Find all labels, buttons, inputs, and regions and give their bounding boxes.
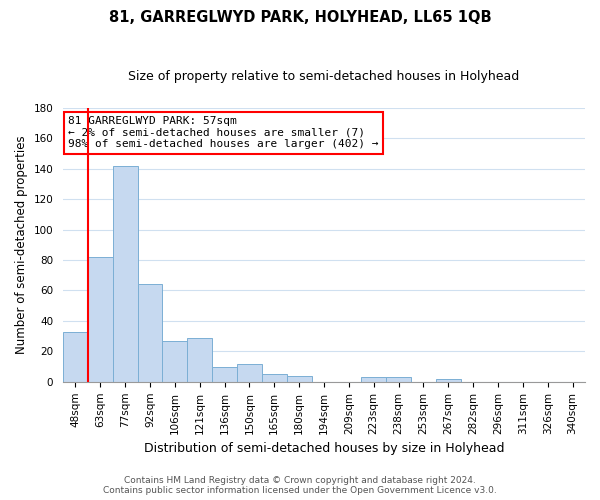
Bar [436,379,461,382]
X-axis label: Distribution of semi-detached houses by size in Holyhead: Distribution of semi-detached houses by … [144,442,504,455]
Bar [361,378,386,382]
Bar [163,340,187,382]
Bar [212,366,237,382]
Title: Size of property relative to semi-detached houses in Holyhead: Size of property relative to semi-detach… [128,70,520,83]
Text: 81 GARREGLWYD PARK: 57sqm
← 2% of semi-detached houses are smaller (7)
98% of se: 81 GARREGLWYD PARK: 57sqm ← 2% of semi-d… [68,116,379,149]
Y-axis label: Number of semi-detached properties: Number of semi-detached properties [15,136,28,354]
Bar [113,166,137,382]
Text: 81, GARREGLWYD PARK, HOLYHEAD, LL65 1QB: 81, GARREGLWYD PARK, HOLYHEAD, LL65 1QB [109,10,491,25]
Text: Contains HM Land Registry data © Crown copyright and database right 2024.
Contai: Contains HM Land Registry data © Crown c… [103,476,497,495]
Bar [287,376,311,382]
Bar [137,284,163,382]
Bar [386,378,411,382]
Bar [63,332,88,382]
Bar [262,374,287,382]
Bar [237,364,262,382]
Bar [187,338,212,382]
Bar [88,257,113,382]
